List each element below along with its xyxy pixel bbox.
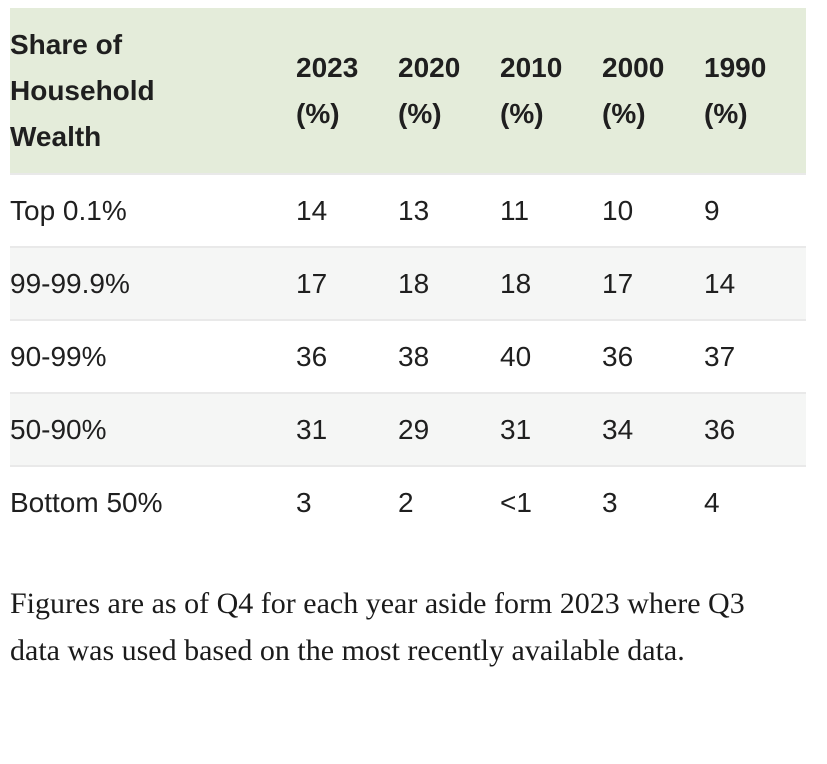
- table-cell: 14: [296, 173, 398, 247]
- table-cell: 14: [704, 246, 806, 320]
- table-cell: 31: [296, 392, 398, 466]
- table-cell: 37: [704, 319, 806, 393]
- table-cell: 38: [398, 319, 500, 393]
- row-label: 90-99%: [10, 319, 296, 393]
- table-cell: 3: [602, 465, 704, 538]
- household-wealth-table: Share of Household Wealth 2023 (%) 2020 …: [10, 8, 806, 538]
- table-cell: 36: [602, 319, 704, 393]
- table-row-99-99.9: 99-99.9% 17 18 18 17 14: [10, 246, 806, 320]
- table-cell: 4: [704, 465, 806, 538]
- table-header-row: Share of Household Wealth 2023 (%) 2020 …: [10, 8, 806, 174]
- table-cell: 11: [500, 173, 602, 247]
- table-cell: 36: [296, 319, 398, 393]
- row-label: Bottom 50%: [10, 465, 296, 538]
- percent-unit-label: (%): [500, 97, 544, 129]
- table-cell: 40: [500, 319, 602, 393]
- table-cell: 17: [602, 246, 704, 320]
- table-cell: 29: [398, 392, 500, 466]
- percent-unit-label: (%): [704, 97, 748, 129]
- row-label: 99-99.9%: [10, 246, 296, 320]
- table-cell: 9: [704, 173, 806, 247]
- column-header-2023: 2023 (%): [296, 8, 398, 174]
- table-row-90-99: 90-99% 36 38 40 36 37: [10, 319, 806, 393]
- year-label: 2023: [296, 51, 359, 83]
- column-header-2000: 2000 (%): [602, 8, 704, 174]
- year-label: 2010: [500, 51, 563, 83]
- table-row-50-90: 50-90% 31 29 31 34 36: [10, 392, 806, 466]
- column-header-2010: 2010 (%): [500, 8, 602, 174]
- percent-unit-label: (%): [398, 97, 442, 129]
- table-cell: 18: [500, 246, 602, 320]
- table-cell: 13: [398, 173, 500, 247]
- table-row-top-0.1: Top 0.1% 14 13 11 10 9: [10, 173, 806, 247]
- year-label: 1990: [704, 51, 767, 83]
- row-label: 50-90%: [10, 392, 296, 466]
- column-header-1990: 1990 (%): [704, 8, 806, 174]
- table-cell: <1: [500, 465, 602, 538]
- table-cell: 31: [500, 392, 602, 466]
- table-cell: 10: [602, 173, 704, 247]
- year-label: 2020: [398, 51, 461, 83]
- table-title: Share of Household Wealth: [10, 28, 155, 152]
- table-cell: 17: [296, 246, 398, 320]
- table-cell: 36: [704, 392, 806, 466]
- table-cell: 34: [602, 392, 704, 466]
- table-cell: 2: [398, 465, 500, 538]
- table-footnote: Figures are as of Q4 for each year aside…: [10, 587, 745, 667]
- year-label: 2000: [602, 51, 665, 83]
- table-cell: 3: [296, 465, 398, 538]
- percent-unit-label: (%): [296, 97, 340, 129]
- header-share-of-household-wealth: Share of Household Wealth: [10, 8, 296, 174]
- row-label: Top 0.1%: [10, 173, 296, 247]
- percent-unit-label: (%): [602, 97, 646, 129]
- table-row-bottom-50: Bottom 50% 3 2 <1 3 4: [10, 465, 806, 538]
- column-header-2020: 2020 (%): [398, 8, 500, 174]
- table-cell: 18: [398, 246, 500, 320]
